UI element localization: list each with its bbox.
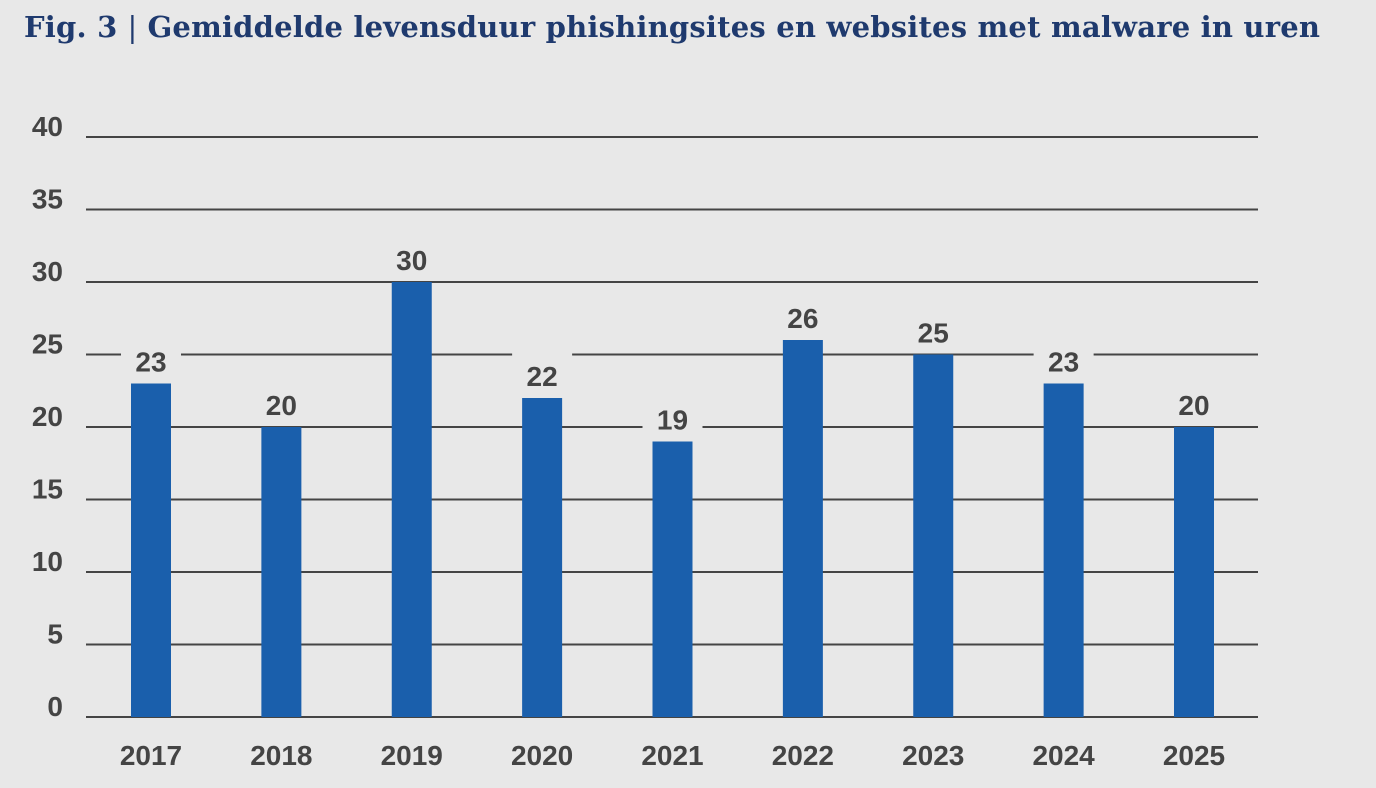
data-label-backdrop <box>772 293 833 337</box>
chart-title: Fig. 3 | Gemiddelde levensduur phishingsit… <box>24 10 1320 44</box>
y-tick-label: 40 <box>32 111 63 142</box>
bar-2021 <box>652 441 693 717</box>
data-label-backdrop <box>381 235 442 279</box>
data-label: 30 <box>396 245 427 276</box>
y-tick-label: 30 <box>32 256 63 287</box>
x-tick-label: 2025 <box>1163 740 1225 771</box>
data-label: 20 <box>1178 390 1209 421</box>
data-label: 23 <box>135 347 166 378</box>
y-tick-label: 25 <box>32 329 63 360</box>
y-tick-label: 5 <box>47 619 63 650</box>
x-tick-label: 2017 <box>120 740 182 771</box>
data-label: 26 <box>787 303 818 334</box>
bar-2018 <box>261 427 302 717</box>
data-label-backdrop <box>1033 336 1094 381</box>
figure-title: Gemiddelde levensduur phishingsites en w… <box>147 10 1321 44</box>
y-tick-label: 35 <box>32 184 63 215</box>
bar-2023 <box>913 354 954 717</box>
data-label-backdrop <box>121 336 181 381</box>
data-label-backdrop <box>512 351 573 395</box>
x-tick-label: 2021 <box>641 740 703 771</box>
x-tick-label: 2019 <box>381 740 443 771</box>
data-label: 25 <box>918 318 949 349</box>
y-tick-label: 15 <box>32 474 63 505</box>
bar-2022 <box>782 340 823 717</box>
x-tick-label: 2022 <box>772 740 834 771</box>
data-label-backdrop <box>903 307 964 352</box>
data-label: 23 <box>1048 347 1079 378</box>
figure-number: Fig. 3 <box>24 10 118 44</box>
x-tick-label: 2020 <box>511 740 573 771</box>
x-tick-label: 2024 <box>1032 740 1095 771</box>
x-tick-label: 2018 <box>250 740 312 771</box>
data-label: 20 <box>266 390 297 421</box>
x-tick-label: 2023 <box>902 740 964 771</box>
title-separator: | <box>127 10 138 44</box>
bar-2025 <box>1174 427 1214 717</box>
data-label-backdrop <box>251 380 312 424</box>
y-tick-label: 0 <box>47 691 63 722</box>
data-label-backdrop <box>1164 380 1224 424</box>
y-tick-label: 20 <box>32 401 63 432</box>
bar-2017 <box>131 383 171 717</box>
bar-2024 <box>1043 383 1084 717</box>
data-label-backdrop <box>642 394 703 439</box>
y-tick-label: 10 <box>32 546 63 577</box>
bar-2020 <box>522 398 563 717</box>
data-label: 19 <box>657 405 688 436</box>
bar-2019 <box>391 282 432 717</box>
data-label: 22 <box>527 361 558 392</box>
